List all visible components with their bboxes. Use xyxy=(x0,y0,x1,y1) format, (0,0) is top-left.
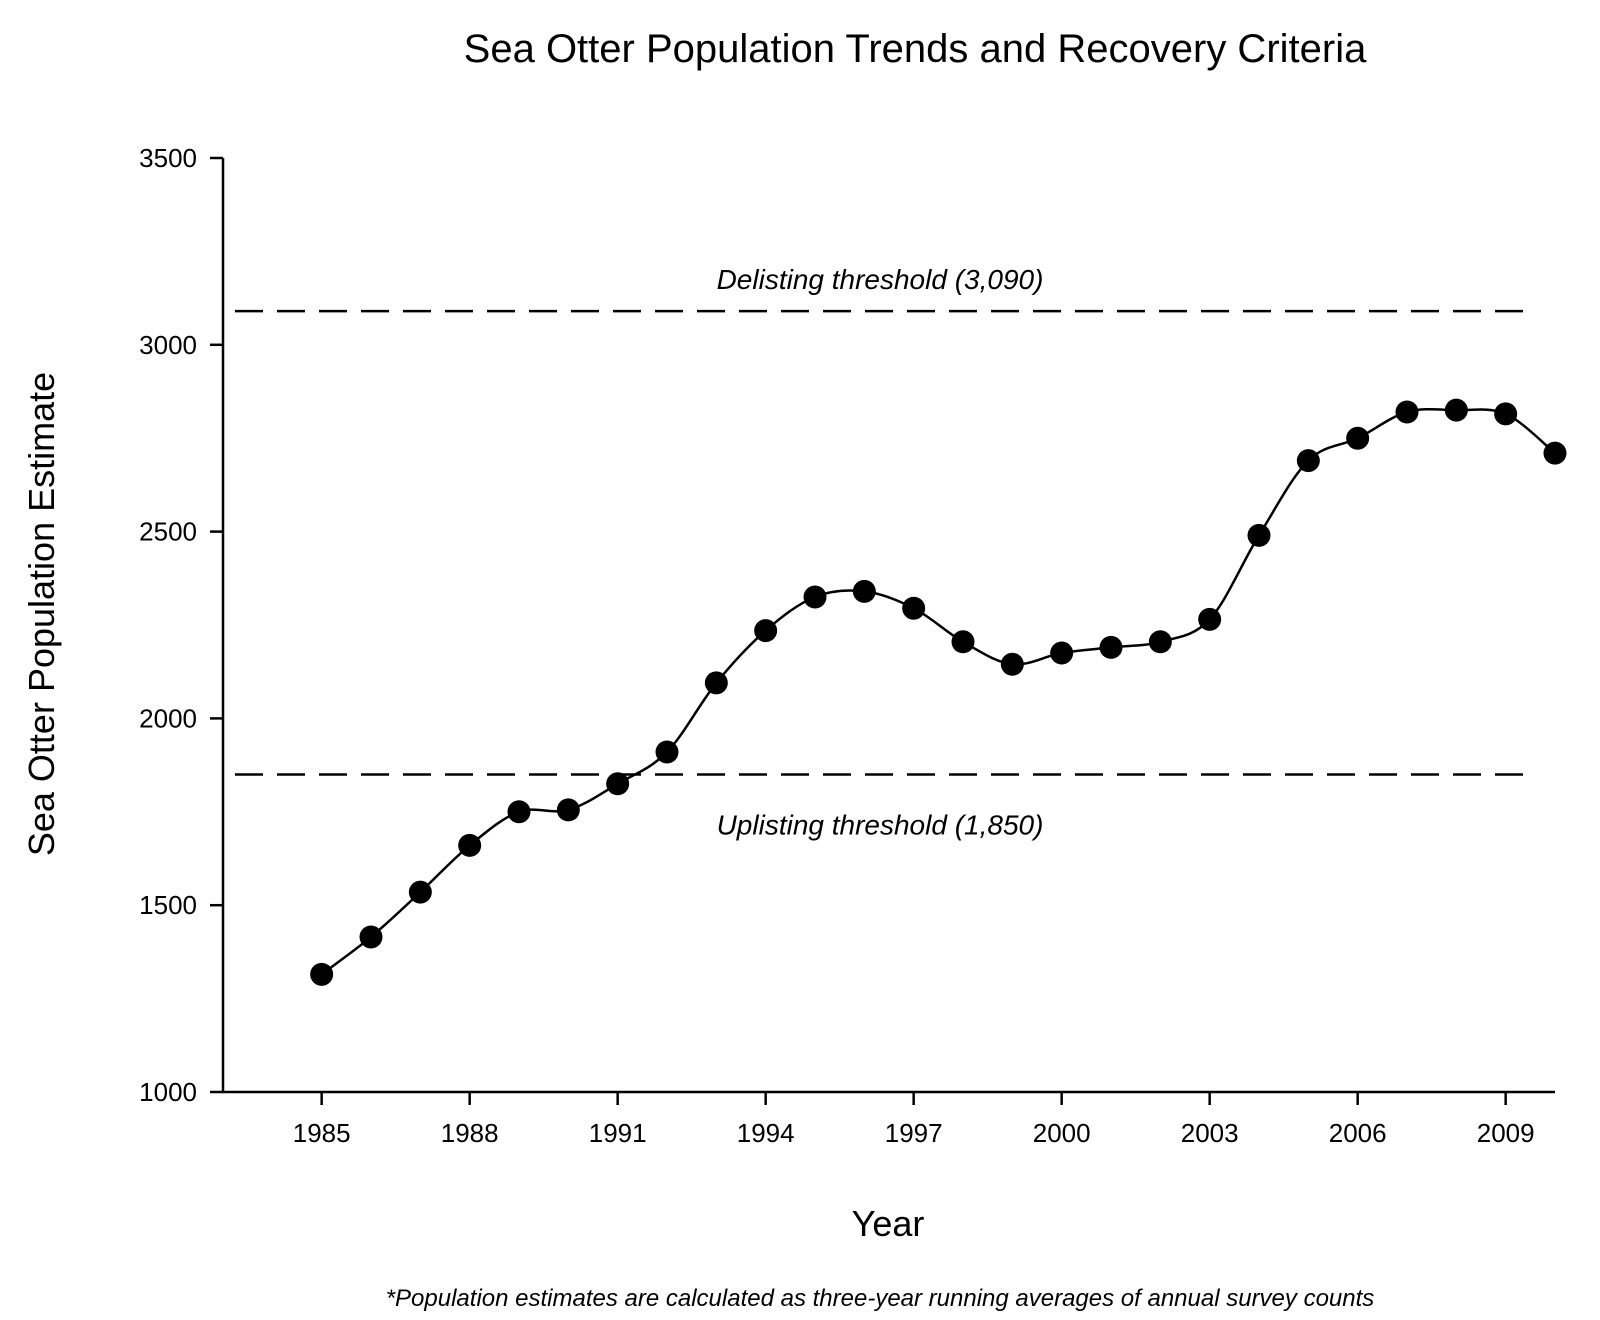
data-point xyxy=(1296,449,1320,473)
data-point xyxy=(359,925,383,949)
chart-footnote: *Population estimates are calculated as … xyxy=(386,1285,1375,1312)
x-tick-label: 1985 xyxy=(293,1118,351,1148)
data-point xyxy=(1543,441,1567,465)
data-point xyxy=(1395,400,1419,424)
reference-lines: Delisting threshold (3,090) Uplisting thr… xyxy=(235,264,1535,840)
x-tick-label: 2006 xyxy=(1329,1118,1387,1148)
data-point xyxy=(803,585,827,609)
data-point xyxy=(1000,652,1024,676)
data-point xyxy=(606,772,630,796)
data-point xyxy=(408,880,432,904)
data-point xyxy=(458,833,482,857)
x-tick-label: 1991 xyxy=(589,1118,647,1148)
x-tick-label: 1988 xyxy=(441,1118,499,1148)
data-point xyxy=(507,800,531,824)
data-point xyxy=(1198,607,1222,631)
data-point xyxy=(704,671,728,695)
y-tick-label: 1000 xyxy=(139,1077,197,1107)
y-ticks: 1000 1500 2000 2500 3000 3500 xyxy=(139,143,223,1107)
data-point xyxy=(1099,635,1123,659)
data-point xyxy=(852,579,876,603)
data-point xyxy=(655,740,679,764)
data-point xyxy=(1444,398,1468,422)
y-tick-label: 1500 xyxy=(139,890,197,920)
x-tick-label: 1997 xyxy=(885,1118,943,1148)
data-point xyxy=(310,962,334,986)
reference-line-label: Uplisting threshold (1,850) xyxy=(717,809,1044,840)
y-tick-label: 2000 xyxy=(139,703,197,733)
data-point xyxy=(1346,426,1370,450)
x-axis-label: Year xyxy=(852,1203,925,1244)
reference-line-label: Delisting threshold (3,090) xyxy=(717,264,1044,295)
chart-title: Sea Otter Population Trends and Recovery… xyxy=(464,27,1367,71)
y-axis-label: Sea Otter Population Estimate xyxy=(21,372,62,856)
data-point xyxy=(1247,523,1271,547)
data-point xyxy=(754,619,778,643)
x-ticks: 1985 1988 1991 1994 1997 2000 2003 2006 2009 xyxy=(293,1092,1535,1148)
data-point xyxy=(556,798,580,822)
data-series xyxy=(310,398,1567,986)
x-tick-label: 2000 xyxy=(1033,1118,1091,1148)
x-tick-label: 2003 xyxy=(1181,1118,1239,1148)
y-tick-label: 3000 xyxy=(139,330,197,360)
data-point xyxy=(951,630,975,654)
x-tick-label: 1994 xyxy=(737,1118,795,1148)
data-point xyxy=(902,596,926,620)
data-point xyxy=(1148,630,1172,654)
x-tick-label: 2009 xyxy=(1477,1118,1535,1148)
series-line xyxy=(320,407,1556,976)
y-tick-label: 2500 xyxy=(139,517,197,547)
data-point xyxy=(1494,402,1518,426)
y-tick-label: 3500 xyxy=(139,143,197,173)
data-point xyxy=(1050,641,1074,665)
